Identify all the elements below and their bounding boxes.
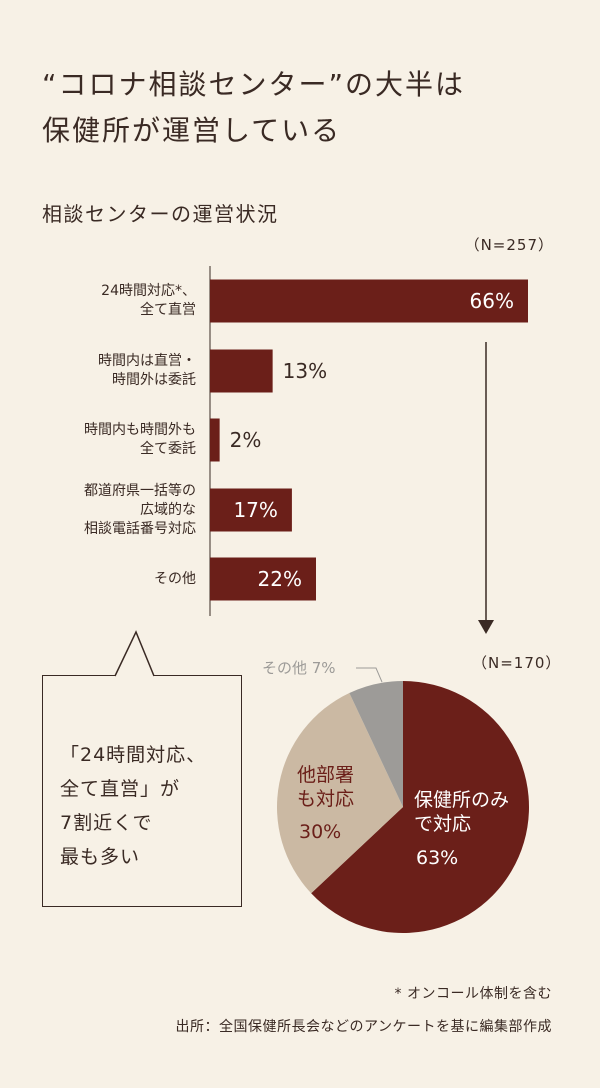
bar-category-label-line: 広域的な <box>140 501 196 518</box>
bar-1 <box>210 279 528 323</box>
headline-line-2: 保健所が運営している <box>42 114 342 147</box>
bar-category-label-line: 相談電話番号対応 <box>84 520 196 537</box>
bar-category-label-3: 時間内も時間外も全て委託 <box>6 421 196 459</box>
pie-label-3: その他 7% <box>262 659 336 677</box>
pie-slice-3 <box>349 681 403 807</box>
pie-label-2-line-1: 他部署 <box>297 764 354 786</box>
bar-value-label-1: 66% <box>470 289 514 313</box>
bar-category-label-1: 24時間対応*、全て直営 <box>6 282 196 320</box>
bar-value-label-2: 13% <box>283 359 327 383</box>
bar-category-label-5: その他 <box>6 570 196 589</box>
footnote: * オンコール体制を含む <box>394 986 552 1002</box>
headline-line-1: “コロナ相談センター”の大半は <box>42 68 466 101</box>
callout-line-1: 「24時間対応、 <box>60 744 207 766</box>
pie-slice-1 <box>311 681 529 934</box>
pie-leader-line <box>356 667 383 683</box>
bar-value-label-5: 22% <box>258 567 302 591</box>
bar-category-label-line: 時間外は委託 <box>112 372 196 388</box>
bar-category-label-line: 都道府県一括等の <box>84 482 196 499</box>
bar-value-label-4: 17% <box>233 498 277 522</box>
bar-4 <box>210 488 292 532</box>
bar-chart-sample-size: （N=257） <box>464 236 554 254</box>
bar-category-label-line: 時間内も時間外も <box>84 422 196 438</box>
pie-label-2-line-2: も対応 <box>297 788 354 810</box>
pie-chart-sample-size: （N=170） <box>472 654 562 672</box>
callout-line-4: 最も多い <box>60 846 141 868</box>
bar-category-label-line: その他 <box>154 570 196 587</box>
pie-label-1-line-2: で対応 <box>414 813 471 835</box>
pie-value-label-1: 63% <box>416 847 458 869</box>
bar-3 <box>210 418 220 462</box>
bar-category-label-4: 都道府県一括等の広域的な相談電話番号対応 <box>6 482 196 539</box>
headline: “コロナ相談センター”の大半は 保健所が運営している <box>42 62 562 154</box>
source-note: 出所：全国保健所長会などのアンケートを基に編集部作成 <box>175 1019 552 1035</box>
callout-line-3: 7割近くで <box>60 812 153 834</box>
bar-5 <box>210 557 316 601</box>
callout-tail <box>114 630 155 677</box>
connector-arrow-head <box>478 620 494 634</box>
bar-category-label-2: 時間内は直営・時間外は委託 <box>6 352 196 390</box>
bar-2 <box>210 349 273 393</box>
callout-line-2: 全て直営」が <box>60 778 181 800</box>
bar-category-label-line: 全て直営 <box>140 302 196 318</box>
bar-category-label-line: 時間内は直営・ <box>98 353 196 369</box>
pie-value-label-2: 30% <box>299 821 341 843</box>
bar-value-label-3: 2% <box>230 428 262 452</box>
bar-chart-title: 相談センターの運営状況 <box>42 202 279 226</box>
pie-slice-2 <box>277 692 403 894</box>
bar-category-label-line: 24時間対応*、 <box>101 283 196 299</box>
callout-text: 「24時間対応、 全て直営」が 7割近くで 最も多い <box>60 738 250 874</box>
bar-category-label-line: 全て委託 <box>140 441 196 457</box>
pie-label-1-line-1: 保健所のみ <box>414 789 509 811</box>
